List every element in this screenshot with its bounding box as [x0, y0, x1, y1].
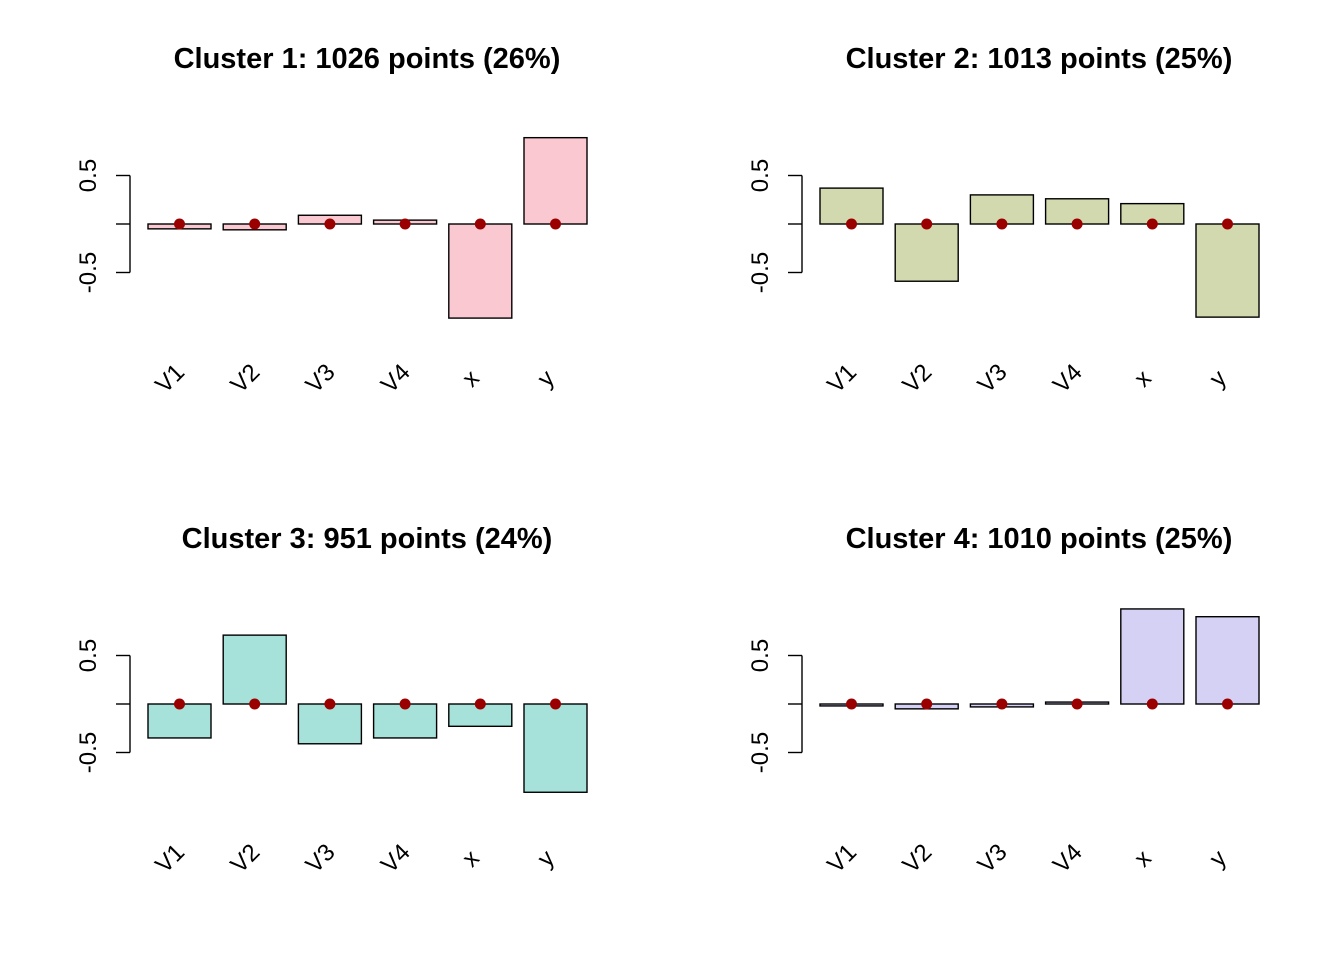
cluster-panel-1: Cluster 1: 1026 points (26%) -0.5 0.5 V1 V2 V…: [75, 43, 588, 399]
bar-x: [1120, 608, 1185, 705]
category-label: x: [457, 845, 485, 873]
reference-point-V3: [324, 218, 336, 230]
reference-point-V1: [174, 698, 185, 710]
category-label: y: [532, 365, 560, 393]
reference-point-x: [474, 218, 486, 230]
bar-V3: [297, 703, 363, 745]
y-tick-label: -0.5: [75, 732, 102, 773]
reference-point-V2: [921, 698, 933, 710]
bar-y: [1195, 616, 1260, 705]
category-label: V4: [1048, 839, 1088, 879]
reference-point-V4: [399, 218, 411, 230]
category-label: y: [532, 845, 560, 873]
reference-point-V3: [996, 218, 1008, 230]
bar-V2: [894, 223, 959, 282]
category-label: V1: [150, 359, 190, 399]
bar-V2: [222, 634, 287, 705]
bar-V1: [819, 187, 884, 225]
reference-point-V1: [174, 218, 185, 230]
category-label: V4: [1048, 359, 1088, 399]
category-label: V2: [225, 359, 265, 399]
cluster-panel-4: Cluster 4: 1010 points (25%) -0.5 0.5 V1 V2 V…: [747, 523, 1260, 879]
reference-point-y: [550, 698, 561, 710]
category-label: V2: [897, 839, 937, 879]
reference-point-V1: [846, 218, 857, 230]
reference-point-V3: [324, 698, 336, 710]
bar-y: [523, 136, 588, 225]
reference-point-V4: [1071, 698, 1083, 710]
y-tick-label: -0.5: [75, 252, 102, 293]
category-label: y: [1204, 845, 1232, 873]
y-tick-label: 0.5: [747, 159, 774, 192]
y-tick-label: 0.5: [75, 159, 102, 192]
reference-point-y: [1222, 698, 1233, 710]
y-tick-label: -0.5: [747, 732, 774, 773]
bar-y: [1195, 223, 1260, 318]
cluster-panel-3: Cluster 3: 951 points (24%) -0.5 0.5 V1 V2 V3…: [75, 523, 588, 879]
category-label: V1: [822, 839, 862, 879]
reference-point-V4: [399, 698, 411, 710]
category-label: V3: [301, 839, 341, 879]
reference-point-V3: [996, 698, 1008, 710]
reference-point-V1: [846, 698, 857, 710]
y-tick-label: -0.5: [747, 252, 774, 293]
bar-V4: [372, 703, 438, 739]
reference-point-V2: [249, 698, 261, 710]
reference-point-x: [1146, 698, 1158, 710]
category-label: y: [1204, 365, 1232, 393]
reference-point-V4: [1071, 218, 1083, 230]
category-label: V2: [225, 839, 265, 879]
bar-y: [523, 703, 588, 793]
panel-title: Cluster 4: 1010 points (25%): [846, 523, 1233, 555]
bar-V1: [147, 703, 212, 739]
reference-point-V2: [249, 218, 261, 230]
panel-title: Cluster 1: 1026 points (26%): [174, 43, 561, 75]
cluster-panel-2: Cluster 2: 1013 points (25%) -0.5 0.5 V1 V2 V…: [747, 43, 1260, 399]
reference-point-V2: [921, 218, 933, 230]
category-label: x: [1129, 365, 1157, 393]
category-label: V4: [376, 839, 416, 879]
category-label: V1: [822, 359, 862, 399]
category-label: x: [457, 365, 485, 393]
category-label: V3: [973, 359, 1013, 399]
y-tick-label: 0.5: [747, 639, 774, 672]
category-label: V2: [897, 359, 937, 399]
bar-x: [448, 223, 513, 319]
reference-point-x: [474, 698, 486, 710]
reference-point-y: [550, 218, 561, 230]
panel-title: Cluster 3: 951 points (24%): [182, 523, 553, 555]
reference-point-x: [1146, 218, 1158, 230]
reference-point-y: [1222, 218, 1233, 230]
category-label: V3: [301, 359, 341, 399]
category-label: V1: [150, 839, 190, 879]
category-label: x: [1129, 845, 1157, 873]
category-label: V3: [973, 839, 1013, 879]
category-label: V4: [376, 359, 416, 399]
panel-title: Cluster 2: 1013 points (25%): [846, 43, 1233, 75]
y-tick-label: 0.5: [75, 639, 102, 672]
